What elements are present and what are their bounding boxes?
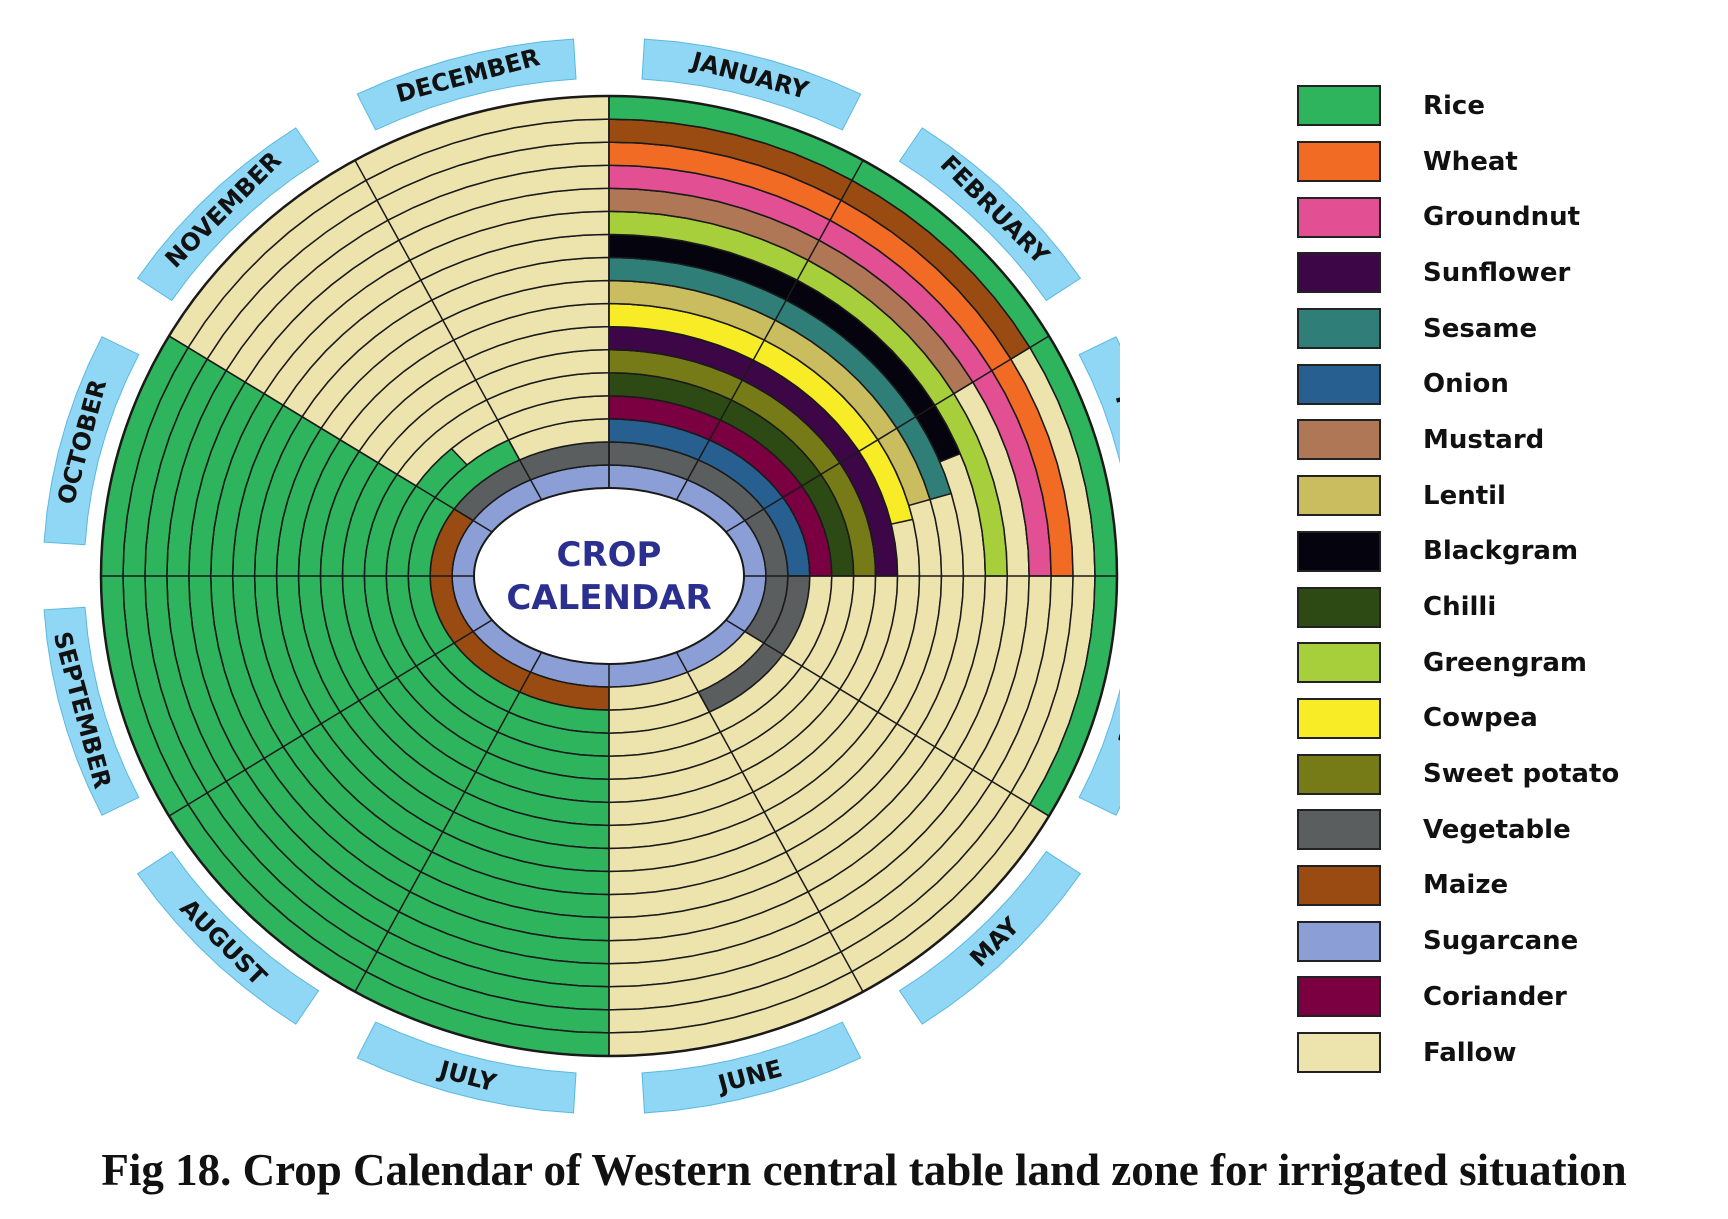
legend-item-chilli: Chilli (1297, 579, 1697, 635)
legend-swatch (1297, 753, 1381, 795)
month-label-band-december (356, 38, 577, 131)
legend: Rice Wheat Groundnut Sunflower Sesame Onion Mu… (1297, 78, 1697, 1080)
legend-item-lentil: Lentil (1297, 468, 1697, 524)
legend-item-sugarcane: Sugarcane (1297, 913, 1697, 969)
center-label: CROP CALENDAR (473, 487, 745, 665)
month-divider (675, 159, 864, 501)
legend-label: Sweet potato (1423, 759, 1620, 790)
legend-item-wheat: Wheat (1297, 134, 1697, 190)
legend-label: Groundnut (1423, 202, 1581, 233)
month-label-band-july (356, 1021, 577, 1114)
legend-swatch (1297, 1032, 1381, 1074)
legend-label: Maize (1423, 870, 1509, 901)
legend-swatch (1297, 697, 1381, 739)
month-label-band-march (1078, 336, 1120, 465)
legend-item-sunflower: Sunflower (1297, 245, 1697, 301)
center-ellipse (473, 487, 745, 665)
legend-item-onion: Onion (1297, 356, 1697, 412)
month-label-band-august (136, 850, 320, 1025)
legend-swatch (1297, 196, 1381, 238)
legend-label: Rice (1423, 90, 1485, 121)
month-label-december: DECEMBER (393, 43, 543, 108)
legend-item-blackgram: Blackgram (1297, 524, 1697, 580)
legend-item-sesame: Sesame (1297, 301, 1697, 357)
figure-caption: Fig 18. Crop Calendar of Western central… (101, 1145, 1627, 1195)
legend-swatch (1297, 530, 1381, 572)
legend-label: Blackgram (1423, 536, 1579, 567)
legend-label: Wheat (1423, 146, 1518, 177)
legend-label: Fallow (1423, 1037, 1517, 1068)
legend-swatch (1297, 85, 1381, 127)
month-divider (675, 651, 864, 993)
month-label-band-october (43, 336, 140, 546)
month-divider (354, 651, 543, 993)
legend-swatch (1297, 141, 1381, 183)
legend-swatch (1297, 475, 1381, 517)
legend-item-sweet-potato: Sweet potato (1297, 746, 1697, 802)
legend-label: Coriander (1423, 981, 1567, 1012)
month-label-band-may (898, 850, 1082, 1025)
legend-swatch (1297, 864, 1381, 906)
month-label-band-april (1078, 687, 1120, 816)
legend-label: Greengram (1423, 647, 1588, 678)
legend-swatch (1297, 586, 1381, 628)
month-label-band-september (43, 606, 140, 816)
legend-swatch (1297, 363, 1381, 405)
legend-swatch (1297, 308, 1381, 350)
legend-label: Cowpea (1423, 703, 1538, 734)
month-divider (354, 159, 543, 501)
legend-swatch (1297, 642, 1381, 684)
month-label-band-january (641, 38, 862, 131)
month-divider (168, 619, 493, 817)
legend-label: Vegetable (1423, 814, 1571, 845)
month-label-band-february (898, 127, 1082, 302)
month-labels: JANUARYFEBRUARYMARCHAPRILMAYJUNEJULYAUGU… (43, 38, 1120, 1114)
legend-item-groundnut: Groundnut (1297, 189, 1697, 245)
center-title-line-1: CROP (557, 535, 662, 575)
legend-label: Chilli (1423, 592, 1497, 623)
legend-item-rice: Rice (1297, 78, 1697, 134)
legend-item-vegetable: Vegetable (1297, 802, 1697, 858)
legend-item-fallow: Fallow (1297, 1025, 1697, 1081)
month-label-band-november (136, 127, 320, 302)
legend-label: Sesame (1423, 313, 1538, 344)
crop-calendar-wheel: JANUARYFEBRUARYMARCHAPRILMAYJUNEJULYAUGU… (43, 38, 1120, 1114)
legend-item-mustard: Mustard (1297, 412, 1697, 468)
legend-item-coriander: Coriander (1297, 969, 1697, 1025)
legend-label: Onion (1423, 369, 1509, 400)
legend-swatch (1297, 920, 1381, 962)
month-divider (725, 619, 1050, 817)
legend-label: Mustard (1423, 424, 1545, 455)
legend-item-greengram: Greengram (1297, 635, 1697, 691)
center-title-line-2: CALENDAR (506, 578, 711, 618)
legend-swatch (1297, 809, 1381, 851)
month-label-band-june (641, 1021, 862, 1114)
legend-label: Sugarcane (1423, 926, 1579, 957)
legend-item-cowpea: Cowpea (1297, 691, 1697, 747)
legend-item-maize: Maize (1297, 858, 1697, 914)
legend-swatch (1297, 252, 1381, 294)
legend-swatch (1297, 419, 1381, 461)
legend-label: Lentil (1423, 480, 1506, 511)
legend-label: Sunflower (1423, 257, 1571, 288)
month-divider (725, 335, 1050, 533)
month-dividers (101, 96, 1117, 1056)
legend-swatch (1297, 976, 1381, 1018)
month-divider (168, 335, 493, 533)
